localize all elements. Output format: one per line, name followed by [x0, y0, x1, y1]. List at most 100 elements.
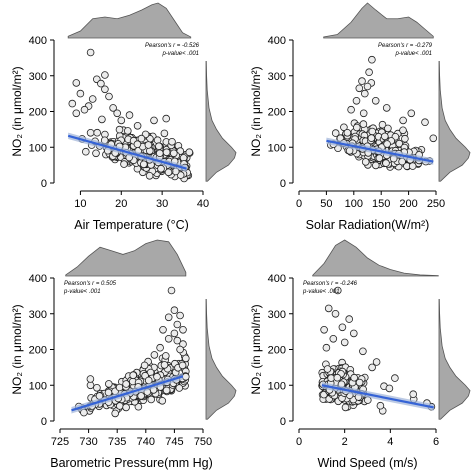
scatter-point — [391, 374, 399, 382]
y-tick-label: 0 — [280, 178, 286, 190]
scatter-point — [98, 115, 106, 124]
x-density-curve — [312, 239, 439, 277]
scatter-point — [382, 104, 391, 112]
scatter-point — [383, 140, 391, 148]
scatter-point — [150, 116, 158, 125]
panel-1: 0 100 200 300 400 10 20 30 40 Air Temperature (°C… — [10, 2, 237, 232]
trend-line — [67, 134, 187, 170]
scatter-point — [133, 140, 142, 149]
x-density-curve — [323, 2, 434, 39]
scatter-point — [360, 89, 369, 98]
scatter-point — [371, 161, 380, 170]
scatter-point — [380, 132, 389, 141]
x-tick-label: 6 — [433, 436, 439, 448]
scatter-point — [80, 105, 89, 114]
scatter-point — [375, 154, 384, 162]
scatter-point — [385, 384, 394, 393]
x-tick-label: 745 — [165, 436, 183, 448]
y-density-curve — [205, 61, 237, 182]
x-axis-label: Wind Speed (m/s) — [317, 456, 417, 470]
y-tick-label: 400 — [29, 35, 47, 47]
scatter-point — [122, 403, 130, 412]
trend-line — [326, 139, 434, 163]
scatter-point — [167, 286, 176, 295]
x-tick-label: 0 — [296, 436, 302, 448]
scatter-point — [355, 84, 364, 93]
scatter-point — [101, 85, 109, 94]
pearson-annotation: Pearson's r = 0.505 — [64, 281, 117, 287]
scatter-point — [338, 323, 347, 332]
panel-3: 0 100 200 300 400 725 730 735 740 745 750 Barometri… — [10, 239, 237, 470]
scatter-point — [331, 309, 340, 318]
scatter-point — [349, 329, 358, 338]
scatter-point — [333, 373, 342, 382]
scatter-point — [359, 120, 368, 128]
x-density-curve — [67, 2, 192, 39]
panel-2: 0 100 200 300 400 0 50 100 150 200 250 Solar Radiat… — [249, 2, 471, 232]
x-tick-label: 100 — [345, 198, 363, 210]
scatter-point — [355, 378, 364, 387]
scatter-point — [115, 125, 124, 134]
scatter-point — [176, 345, 184, 354]
scatter-point — [140, 160, 148, 169]
scatter-point — [376, 401, 385, 410]
scatter-point — [327, 374, 335, 382]
x-tick-label: 2 — [342, 436, 348, 448]
pearson-annotation: Pearson's r = -0.526 — [145, 43, 200, 49]
trend-line — [321, 384, 434, 409]
x-tick-label: 740 — [137, 436, 155, 448]
scatter-point — [137, 134, 146, 143]
scatter-point — [407, 109, 416, 118]
x-axis-label: Air Temperature (°C) — [74, 218, 189, 232]
scatter-point — [399, 116, 407, 125]
scatter-point — [368, 363, 376, 372]
scatter-point — [153, 372, 161, 381]
scatter-point — [363, 82, 372, 91]
scatter-point — [140, 361, 149, 370]
y-tick-label: 100 — [268, 142, 286, 154]
scatter-point — [345, 315, 354, 323]
scatter-point — [156, 343, 164, 352]
scatter-point — [88, 95, 97, 103]
scatter-point — [371, 97, 380, 105]
scatter-point — [144, 141, 153, 149]
p-value-annotation: p-value< .001 — [63, 289, 101, 295]
y-tick-label: 100 — [29, 380, 47, 392]
scatter-point — [168, 138, 176, 146]
scatter-point — [82, 147, 90, 156]
scatter-point — [359, 109, 368, 118]
scatter-point — [164, 334, 173, 343]
y-tick-label: 0 — [280, 416, 286, 428]
scatter-point — [164, 168, 173, 177]
scatter-point — [156, 149, 164, 158]
y-axis-label: NO₂ (in μmol/m²) — [249, 304, 263, 394]
scatter-point — [378, 120, 387, 129]
scatter-point — [358, 77, 366, 85]
scatter-point — [137, 392, 145, 400]
scatter-point — [157, 165, 165, 173]
scatter-point — [155, 142, 163, 151]
scatter-point — [124, 127, 132, 135]
scatter-point — [109, 104, 117, 112]
x-tick-label: 0 — [296, 198, 302, 210]
scatter-point — [111, 409, 119, 418]
scatter-point — [150, 351, 159, 359]
y-tick-label: 200 — [29, 345, 47, 357]
scatter-point — [320, 325, 328, 334]
y-density-curve — [438, 61, 471, 182]
scatter-point — [68, 99, 77, 108]
scatter-point — [175, 384, 184, 392]
scatter-point — [382, 159, 390, 167]
scatter-point — [86, 48, 95, 57]
x-tick-label: 200 — [399, 198, 417, 210]
scatter-point — [170, 306, 179, 315]
y-tick-label: 100 — [268, 380, 286, 392]
scatter-point — [170, 149, 178, 158]
scatter-point — [92, 149, 100, 158]
scatter-point — [105, 92, 113, 101]
p-value-annotation: p-value< .001 — [161, 51, 199, 57]
scatter-point — [101, 71, 109, 79]
x-tick-label: 150 — [372, 198, 390, 210]
scatter-point — [158, 396, 167, 405]
y-tick-label: 300 — [268, 309, 286, 321]
